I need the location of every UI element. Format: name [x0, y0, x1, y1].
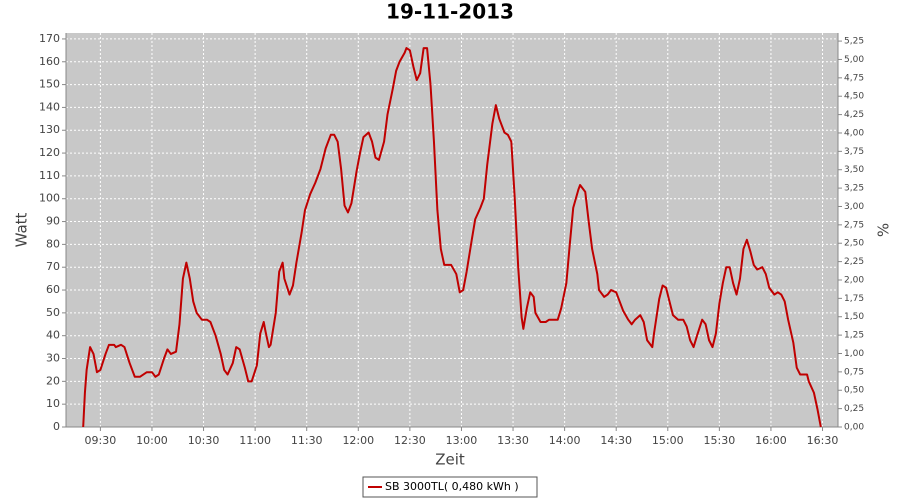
- y-tick-label: 150: [39, 78, 60, 91]
- y2-tick-label: 1,75: [844, 294, 864, 304]
- x-tick-label: 14:30: [600, 434, 632, 447]
- x-axis-label: Zeit: [435, 451, 465, 469]
- y-tick-label: 160: [39, 55, 60, 68]
- chart-title: 19-11-2013: [386, 0, 514, 24]
- x-tick-label: 11:00: [239, 434, 271, 447]
- y-tick-label: 170: [39, 32, 60, 45]
- y-tick-label: 120: [39, 146, 60, 159]
- y2-tick-label: 5,25: [844, 37, 864, 47]
- x-tick-label: 09:30: [85, 434, 117, 447]
- y2-tick-label: 3,00: [844, 202, 864, 212]
- x-tick-label: 11:30: [291, 434, 323, 447]
- y2-tick-label: 4,50: [844, 92, 864, 102]
- y-tick-label: 10: [46, 397, 60, 410]
- y2-tick-label: 2,50: [844, 239, 864, 249]
- y2-tick-label: 1,25: [844, 331, 864, 341]
- x-tick-label: 15:00: [652, 434, 684, 447]
- y-tick-label: 20: [46, 374, 60, 387]
- y2-tick-label: 0,50: [844, 386, 864, 396]
- y-tick-label: 30: [46, 352, 60, 365]
- legend-label: SB 3000TL( 0,480 kWh ): [385, 480, 519, 493]
- y-axis-label: Watt: [13, 212, 31, 247]
- y-tick-label: 100: [39, 192, 60, 205]
- y-tick-label: 110: [39, 169, 60, 182]
- y2-tick-label: 1,50: [844, 312, 864, 322]
- line-series: [82, 47, 822, 428]
- x-tick-label: 12:30: [394, 434, 426, 447]
- y-tick-label: 70: [46, 260, 60, 273]
- y2-tick-label: 4,75: [844, 73, 864, 83]
- y2-tick-label: 4,00: [844, 128, 864, 138]
- y2-tick-label: 4,25: [844, 110, 864, 120]
- x-tick-label: 13:00: [446, 434, 478, 447]
- y2-tick-label: 2,75: [844, 220, 864, 230]
- plot-area: [66, 33, 838, 427]
- y2-tick-label: 5,00: [844, 55, 864, 65]
- y-tick-label: 80: [46, 237, 60, 250]
- y2-tick-label: 3,75: [844, 147, 864, 157]
- y-tick-label: 90: [46, 215, 60, 228]
- legend: [362, 476, 538, 498]
- x-tick-label: 12:00: [342, 434, 374, 447]
- y2-axis-label: %: [875, 223, 893, 237]
- y2-tick-label: 1,00: [844, 349, 864, 359]
- y-tick-label: 40: [46, 329, 60, 342]
- y-tick-label: 140: [39, 100, 60, 113]
- y-tick-label: 130: [39, 123, 60, 136]
- x-tick-label: 13:30: [497, 434, 529, 447]
- x-tick-label: 15:30: [704, 434, 736, 447]
- y2-tick-label: 3,25: [844, 184, 864, 194]
- y-tick-label: 50: [46, 306, 60, 319]
- y-tick-label: 60: [46, 283, 60, 296]
- y2-tick-label: 2,25: [844, 257, 864, 267]
- y-tick-label: 0: [53, 420, 60, 433]
- y2-tick-label: 0,75: [844, 367, 864, 377]
- y2-tick-label: 0,00: [844, 423, 864, 433]
- x-tick-label: 16:30: [807, 434, 839, 447]
- x-tick-label: 10:30: [188, 434, 220, 447]
- y2-tick-label: 2,00: [844, 275, 864, 285]
- x-tick-label: 14:00: [549, 434, 581, 447]
- x-tick-label: 16:00: [755, 434, 787, 447]
- y2-tick-label: 3,50: [844, 165, 864, 175]
- y2-tick-label: 0,25: [844, 404, 864, 414]
- x-tick-label: 10:00: [136, 434, 168, 447]
